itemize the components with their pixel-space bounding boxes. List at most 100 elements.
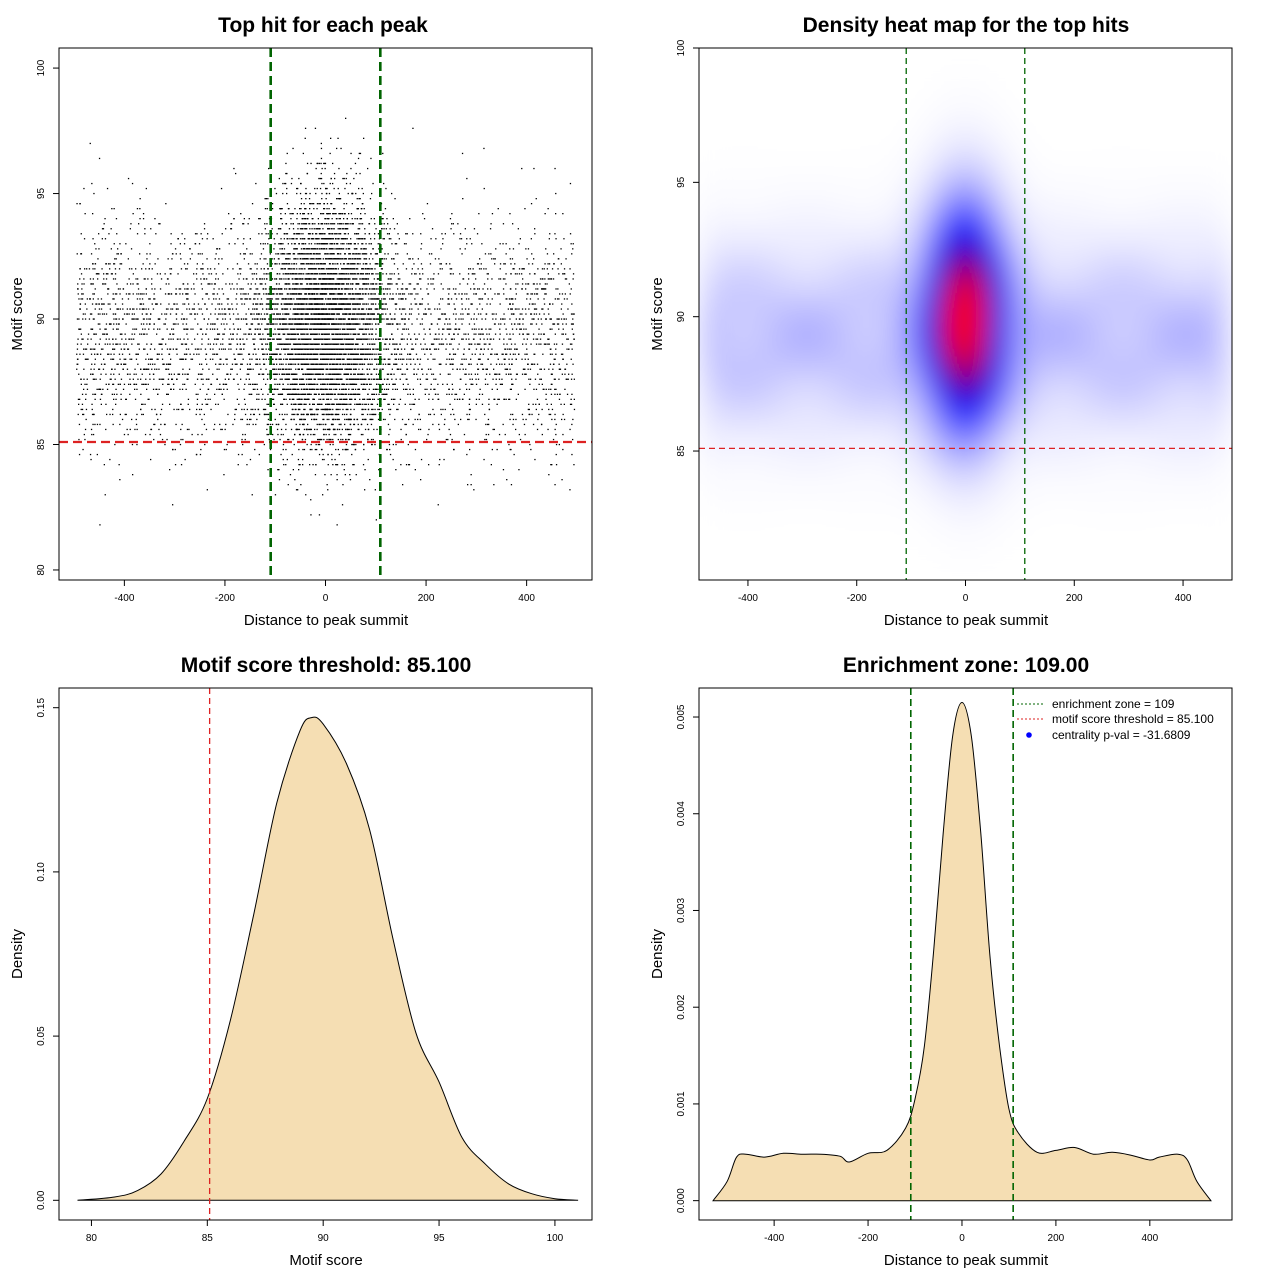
scatter-point: [323, 283, 325, 285]
scatter-point: [261, 323, 263, 325]
scatter-point: [315, 373, 317, 375]
scatter-point: [370, 328, 372, 330]
scatter-point: [309, 228, 311, 230]
scatter-point: [337, 318, 339, 320]
scatter-point: [293, 383, 295, 385]
scatter-point: [272, 398, 275, 400]
scatter-point: [295, 348, 297, 350]
scatter-point: [285, 172, 287, 175]
scatter-point: [293, 393, 296, 395]
scatter-point: [265, 358, 267, 360]
scatter-point: [314, 273, 316, 275]
scatter-point: [420, 343, 422, 345]
scatter-point: [321, 213, 323, 215]
scatter-point: [328, 363, 330, 365]
scatter-point: [362, 303, 364, 305]
scatter-point: [361, 378, 364, 380]
scatter-point: [311, 288, 313, 290]
scatter-point: [286, 283, 288, 285]
scatter-point: [280, 293, 282, 295]
scatter-point: [354, 363, 356, 365]
scatter-point: [262, 353, 264, 355]
scatter-point: [275, 192, 278, 195]
scatter-point: [352, 303, 354, 305]
scatter-point: [332, 273, 335, 275]
scatter-point: [412, 358, 415, 360]
scatter-point: [293, 398, 295, 400]
scatter-point: [339, 273, 341, 275]
scatter-point: [354, 323, 356, 325]
scatter-point: [333, 288, 335, 290]
scatter-point: [338, 213, 340, 215]
scatter-point: [351, 398, 353, 400]
scatter-point: [286, 328, 288, 330]
scatter-point: [342, 278, 345, 280]
scatter-point: [278, 263, 281, 265]
scatter-point: [325, 238, 327, 240]
scatter-point: [209, 343, 211, 345]
scatter-point: [281, 413, 283, 416]
scatter-point: [321, 243, 323, 245]
scatter-point: [301, 278, 304, 280]
scatter-point: [328, 233, 331, 235]
scatter-point: [337, 223, 339, 225]
scatter-point: [241, 298, 243, 300]
scatter-point: [358, 187, 360, 190]
scatter-point: [282, 458, 284, 461]
scatter-point: [370, 338, 372, 340]
scatter-point: [331, 383, 334, 385]
scatter-point: [282, 343, 285, 345]
scatter-point: [326, 418, 328, 421]
scatter-point: [322, 373, 324, 375]
scatter-point: [302, 253, 305, 255]
scatter-point: [335, 273, 337, 275]
scatter-point: [351, 288, 353, 290]
scatter-point: [367, 293, 369, 295]
scatter-point: [345, 223, 347, 225]
scatter-point: [343, 213, 346, 215]
scatter-point: [361, 313, 363, 315]
scatter-point: [287, 208, 290, 210]
scatter-point: [343, 323, 345, 325]
scatter-point: [410, 358, 412, 360]
scatter-point: [364, 213, 366, 215]
scatter-point: [286, 172, 288, 175]
scatter-point: [381, 223, 383, 225]
scatter-point: [285, 328, 287, 330]
scatter-point: [341, 238, 343, 240]
scatter-point: [297, 233, 299, 235]
scatter-point: [364, 333, 366, 335]
scatter-point: [318, 273, 320, 275]
scatter-point: [335, 363, 337, 365]
scatter-point: [347, 233, 349, 235]
scatter-point: [285, 423, 287, 426]
scatter-point: [333, 373, 335, 375]
scatter-point: [259, 333, 261, 335]
scatter-point: [337, 368, 339, 370]
scatter-point: [342, 403, 344, 405]
scatter-point: [341, 343, 343, 345]
scatter-point: [342, 278, 344, 280]
scatter-point: [349, 313, 351, 315]
scatter-point: [265, 303, 268, 305]
scatter-point: [260, 283, 262, 285]
scatter-point: [316, 423, 318, 426]
scatter-point: [335, 283, 337, 285]
scatter-point: [351, 192, 353, 195]
scatter-point: [307, 253, 309, 255]
scatter-point: [383, 258, 385, 260]
scatter-point: [306, 318, 308, 320]
scatter-point: [323, 348, 326, 350]
scatter-point: [357, 157, 360, 160]
scatter-point: [329, 358, 332, 360]
scatter-point: [328, 303, 331, 305]
scatter-point: [353, 423, 356, 426]
scatter-point: [292, 413, 294, 416]
scatter-point: [237, 318, 239, 320]
scatter-point: [336, 524, 338, 526]
scatter-point: [313, 208, 315, 210]
scatter-point: [272, 368, 274, 370]
scatter-point: [357, 268, 359, 270]
scatter-point: [316, 323, 318, 325]
scatter-point: [392, 218, 394, 220]
